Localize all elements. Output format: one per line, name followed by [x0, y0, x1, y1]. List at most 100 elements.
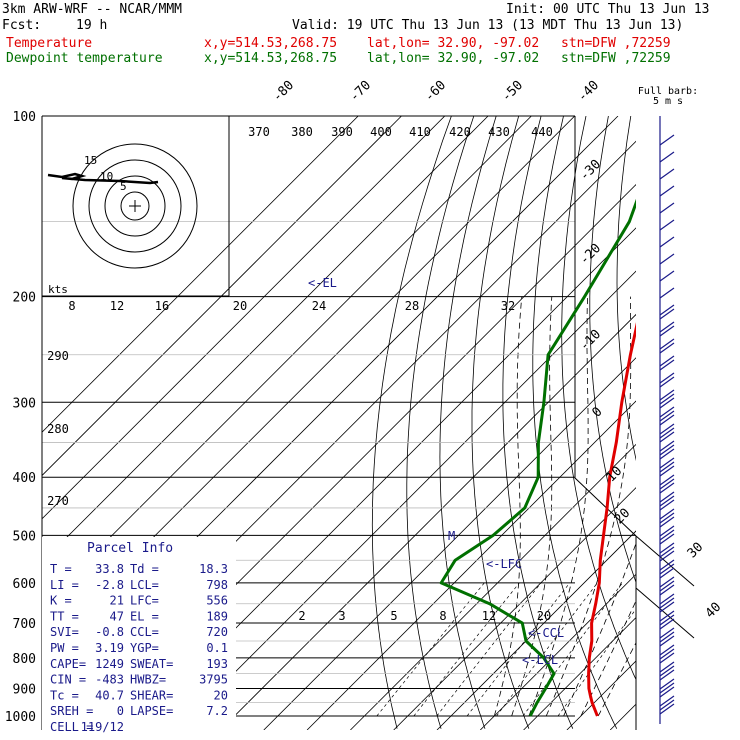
wind-barb	[659, 635, 675, 647]
temperature-profile	[587, 322, 636, 717]
wind-panel-edge	[635, 587, 695, 639]
dry-adiabat	[589, 116, 636, 584]
full-barb-label: Full barb:	[638, 86, 698, 97]
pressure-label-300: 300	[13, 396, 36, 411]
dry-adiabat	[502, 116, 574, 729]
legend-dewpoint-stn: stn=DFW ,72259	[561, 51, 671, 66]
init-time: Init: 00 UTC Thu 13 Jun 13	[506, 2, 710, 17]
parcel-key: PW =	[50, 641, 79, 655]
parcel-key: SHEAR=	[130, 688, 173, 702]
chart-header: 3km ARW-WRF -- NCAR/MMM Init: 00 UTC Thu…	[0, 0, 740, 70]
wind-barb	[659, 546, 675, 558]
parcel-value: 21	[110, 594, 124, 608]
parcel-key: LCL=	[130, 578, 159, 592]
parcel-key: T =	[50, 562, 72, 576]
wind-barb	[659, 567, 675, 579]
pressure-label-900: 900	[13, 683, 36, 698]
parcel-key: SWEAT=	[130, 657, 173, 671]
wind-barb	[659, 304, 675, 316]
dry-adiabat	[719, 116, 740, 729]
wind-barb	[659, 376, 675, 388]
isotherm	[42, 116, 489, 563]
hodograph-trace	[47, 172, 159, 185]
wind-barb	[659, 236, 675, 248]
wind-barb	[659, 440, 675, 452]
wind-barb	[659, 499, 675, 511]
theta-label: 400	[370, 125, 392, 139]
theta-label: 270	[47, 494, 69, 508]
wind-barb	[659, 508, 675, 520]
wind-barb	[659, 576, 675, 588]
moist-adiabat	[563, 542, 636, 717]
parcel-title: Parcel Info	[87, 541, 173, 556]
wind-barb	[659, 686, 675, 698]
parcel-value: 119/12	[81, 720, 124, 734]
wind-barb	[659, 444, 675, 456]
dry-adiabat	[471, 116, 530, 729]
parcel-key: LI =	[50, 578, 79, 592]
wind-barb	[659, 695, 675, 707]
moist-adiabat	[493, 296, 523, 717]
mixing-ratio-label: 12	[482, 609, 496, 623]
theta-label: 380	[291, 125, 313, 139]
isotherm	[436, 530, 636, 730]
isotherm	[393, 487, 636, 730]
parcel-value: 0	[117, 704, 124, 718]
m-marker: M	[448, 529, 455, 543]
parcel-value: 798	[206, 578, 228, 592]
wind-barb	[659, 682, 675, 694]
wind-barb	[659, 457, 675, 469]
wind-barb	[659, 465, 675, 477]
isotherm	[42, 116, 359, 433]
legend-dewpoint-latlon: lat,lon= 32.90, -97.02	[367, 51, 540, 66]
wind-barb	[659, 627, 675, 639]
wind-barb	[659, 703, 675, 715]
parcel-key: TT =	[50, 609, 79, 623]
legend-dewpoint-xy: x,y=514.53,268.75	[204, 51, 338, 66]
wind-barb	[659, 593, 675, 605]
el-marker: <-EL	[308, 276, 337, 290]
isotherm	[42, 116, 402, 477]
wind-barb	[659, 584, 675, 596]
parcel-value: 33.8	[95, 562, 124, 576]
mixing-ratio-label: 3	[338, 609, 345, 623]
isotherm-label: -70	[347, 78, 374, 105]
wind-barb	[659, 525, 675, 537]
wind-barb	[659, 393, 675, 405]
parcel-value: 189	[206, 609, 228, 623]
full-barb-unit: 5 m s	[653, 96, 683, 107]
parcel-value: 720	[206, 625, 228, 639]
wind-barb	[659, 423, 675, 435]
parcel-key: HWBZ=	[130, 673, 166, 687]
isotherm-label: -40	[575, 78, 602, 105]
wind-barb	[659, 478, 675, 490]
isotherm	[42, 116, 532, 606]
isotherm-label: 0	[589, 404, 605, 420]
isotherm-label: 10	[604, 464, 626, 486]
wind-barb	[659, 253, 675, 265]
forecast-hour: 19 h	[76, 18, 108, 33]
pressure-label-1000: 1000	[5, 710, 36, 725]
parcel-key: LAPSE=	[130, 704, 173, 718]
wind-barb	[659, 652, 675, 664]
parcel-box	[42, 537, 236, 730]
wind-barb	[659, 678, 675, 690]
wind-barb	[659, 372, 675, 384]
dry-adiabat	[644, 116, 740, 729]
theta-label: 440	[531, 125, 553, 139]
isotherm	[133, 227, 636, 730]
parcel-value: 3.19	[95, 641, 124, 655]
wind-barb	[659, 406, 675, 418]
parcel-value: 556	[206, 594, 228, 608]
wind-barb	[659, 614, 675, 626]
mixing-ratio-line	[376, 582, 485, 717]
theta-label: 410	[409, 125, 431, 139]
hodograph-ring	[72, 143, 198, 269]
wind-speed-label: 28	[405, 299, 419, 313]
parcel-key: CIN =	[50, 673, 86, 687]
legend-temperature-name: Temperature	[6, 36, 93, 51]
wind-barb	[659, 597, 675, 609]
parcel-key: SREH =	[50, 704, 93, 718]
isotherm	[220, 313, 636, 730]
